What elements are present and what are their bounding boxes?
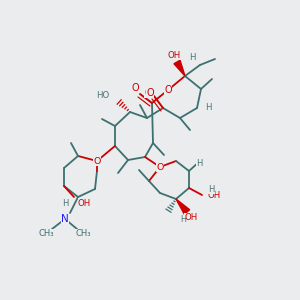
Text: H: H: [180, 215, 186, 224]
Text: N: N: [61, 214, 69, 224]
Text: H: H: [196, 158, 202, 167]
Text: O: O: [156, 163, 164, 172]
Text: O: O: [144, 88, 152, 98]
Text: OH: OH: [184, 214, 198, 223]
Polygon shape: [176, 199, 190, 214]
Text: H: H: [205, 103, 211, 112]
Text: O: O: [93, 157, 101, 166]
Text: CH₃: CH₃: [75, 230, 91, 238]
Text: OH: OH: [208, 191, 221, 200]
Text: H: H: [208, 184, 214, 194]
Text: H: H: [62, 199, 68, 208]
Text: OH: OH: [167, 50, 181, 59]
Text: O: O: [146, 88, 154, 98]
Text: CH₃: CH₃: [38, 230, 54, 238]
Text: H: H: [189, 52, 195, 62]
Text: HO: HO: [96, 92, 109, 100]
Polygon shape: [174, 60, 185, 76]
Text: O: O: [131, 83, 139, 93]
Text: O: O: [164, 85, 172, 95]
Text: O: O: [130, 85, 138, 95]
Text: OH: OH: [78, 199, 91, 208]
